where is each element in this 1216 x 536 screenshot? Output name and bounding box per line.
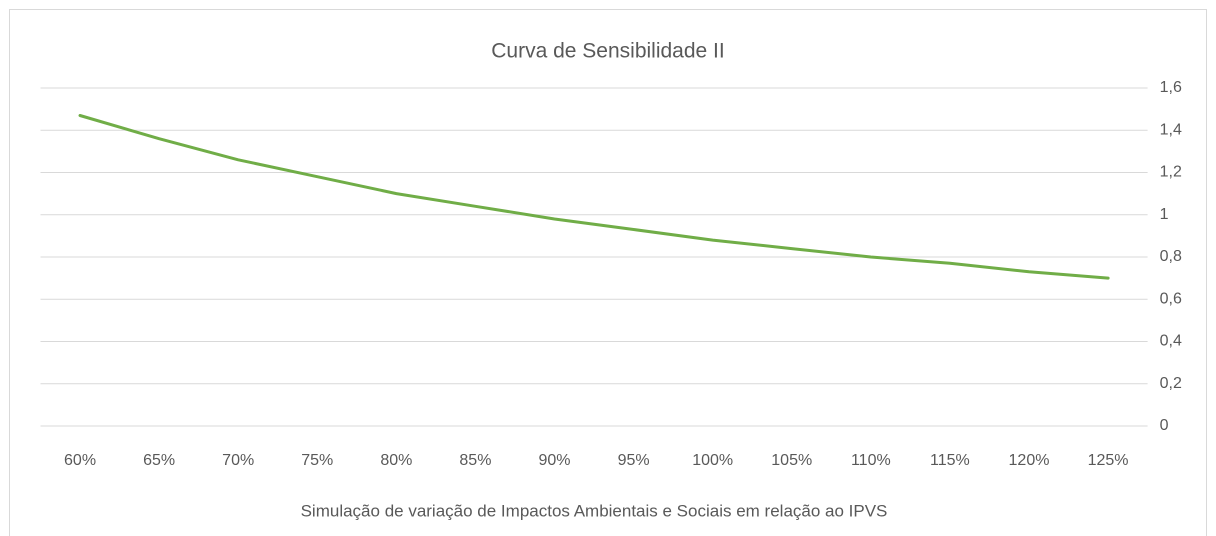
x-axis-label: Simulação de variação de Impactos Ambien… — [301, 501, 888, 520]
y-tick-label: 1,2 — [1160, 164, 1182, 181]
x-tick-label: 85% — [459, 452, 491, 469]
x-tick-label: 115% — [930, 452, 970, 469]
y-tick-label: 1,4 — [1160, 121, 1182, 138]
x-tick-label: 105% — [771, 452, 812, 469]
y-tick-label: 0,6 — [1160, 290, 1182, 307]
y-tick-label: 0,2 — [1160, 375, 1182, 392]
x-tick-label: 65% — [143, 452, 175, 469]
x-tick-label: 75% — [301, 452, 333, 469]
y-tick-label: 0 — [1160, 417, 1169, 434]
y-tick-label: 0,8 — [1160, 248, 1182, 265]
x-tick-label: 95% — [618, 452, 650, 469]
line-series — [78, 114, 1110, 280]
chart-border — [9, 9, 1207, 536]
y-tick-label: 1,6 — [1160, 79, 1182, 96]
chart-title: Curva de Sensibilidade II — [491, 40, 724, 63]
y-tick-label: 0,4 — [1160, 333, 1182, 350]
x-tick-label: 70% — [222, 452, 254, 469]
x-tick-label: 100% — [692, 452, 733, 469]
x-tick-label: 90% — [538, 452, 570, 469]
x-tick-label: 110% — [851, 452, 891, 469]
x-tick-label: 60% — [64, 452, 96, 469]
y-tick-label: 1 — [1160, 206, 1169, 223]
x-tick-label: 80% — [380, 452, 412, 469]
x-tick-label: 125% — [1088, 452, 1129, 469]
x-tick-label: 120% — [1009, 452, 1050, 469]
